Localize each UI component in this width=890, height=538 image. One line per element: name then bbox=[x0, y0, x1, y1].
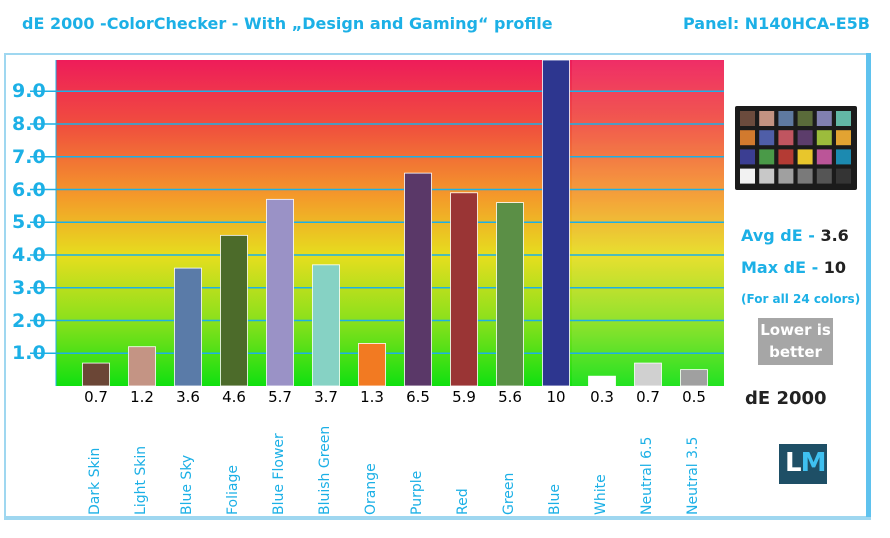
checker-patch bbox=[778, 111, 794, 126]
value-label: 5.7 bbox=[268, 388, 292, 406]
bar-dark-skin bbox=[82, 362, 110, 387]
bar-orange bbox=[358, 343, 386, 387]
checker-patch bbox=[759, 149, 775, 165]
checker-patch bbox=[836, 149, 851, 165]
checker-patch bbox=[797, 168, 813, 184]
logo-text: LM bbox=[785, 448, 827, 478]
y-tick-label: 6.0 bbox=[12, 178, 46, 201]
bar-white bbox=[588, 375, 616, 387]
bar-light-skin bbox=[128, 346, 156, 387]
bars bbox=[82, 59, 708, 387]
checker-patch bbox=[816, 130, 832, 146]
checker-patch bbox=[759, 130, 775, 146]
y-tick-label: 3.0 bbox=[12, 276, 46, 299]
max-de-stat: Max dE - 10 bbox=[741, 258, 846, 277]
category-label: Purple bbox=[409, 470, 425, 515]
checker-patch bbox=[740, 149, 755, 165]
bar-purple bbox=[404, 172, 432, 387]
bar-red bbox=[450, 192, 478, 387]
category-label: Orange bbox=[363, 463, 379, 515]
frame-bottom-border bbox=[4, 517, 871, 520]
checker-patch bbox=[836, 168, 851, 184]
checker-patch bbox=[797, 111, 813, 126]
value-label: 3.7 bbox=[314, 388, 338, 406]
lower-line-1: Lower is bbox=[760, 321, 831, 339]
value-label: 1.3 bbox=[360, 388, 384, 406]
chart-title: dE 2000 -ColorChecker - With „Design and… bbox=[22, 14, 553, 33]
metric-label: dE 2000 bbox=[745, 388, 827, 409]
lower-line-2: better bbox=[769, 343, 822, 361]
category-label: Light Skin bbox=[133, 445, 149, 515]
bar-green bbox=[496, 202, 524, 387]
checker-patch bbox=[816, 149, 832, 165]
value-label: 4.6 bbox=[222, 388, 246, 406]
category-label: Bluish Green bbox=[317, 425, 333, 515]
avg-de-stat: Avg dE - 3.6 bbox=[741, 226, 849, 245]
y-tick-label: 8.0 bbox=[12, 113, 46, 135]
category-label: Neutral 6.5 bbox=[639, 436, 655, 515]
checker-patch bbox=[740, 111, 755, 126]
category-label: Blue Flower bbox=[271, 433, 287, 515]
avg-de-label: Avg dE - bbox=[741, 226, 821, 245]
bar-blue-flower bbox=[266, 198, 294, 387]
value-label: 3.6 bbox=[176, 388, 200, 406]
y-tick-label: 5.0 bbox=[12, 211, 46, 234]
y-tick-label: 1.0 bbox=[12, 342, 46, 365]
value-label: 6.5 bbox=[406, 388, 430, 406]
y-tick-label: 2.0 bbox=[12, 309, 46, 332]
colors-note: (For all 24 colors) bbox=[741, 292, 861, 306]
checker-patch bbox=[778, 149, 794, 165]
value-label: 0.3 bbox=[590, 388, 614, 406]
logo-letter-m: M bbox=[800, 448, 827, 478]
frame-right-border bbox=[866, 53, 871, 519]
value-label: 5.9 bbox=[452, 388, 476, 406]
checker-patch bbox=[740, 130, 755, 146]
checker-patch bbox=[778, 130, 794, 146]
category-label: White bbox=[593, 474, 609, 515]
laptopmedia-logo: LM bbox=[779, 444, 827, 484]
logo-letter-l: L bbox=[785, 448, 802, 478]
category-label: Blue Sky bbox=[179, 454, 195, 515]
checker-patch bbox=[759, 111, 775, 126]
category-label: Green bbox=[501, 472, 517, 515]
checker-patch bbox=[740, 168, 755, 184]
color-checker-image bbox=[735, 106, 857, 190]
checker-patch bbox=[816, 168, 832, 184]
bar-bluish-green bbox=[312, 264, 340, 387]
y-tick-label: 9.0 bbox=[12, 80, 46, 103]
category-label: Blue bbox=[547, 484, 563, 515]
bar-neutral-6-5 bbox=[634, 362, 662, 387]
category-label: Neutral 3.5 bbox=[685, 436, 701, 515]
checker-patch bbox=[759, 168, 775, 184]
y-tick-label: 4.0 bbox=[12, 244, 46, 266]
avg-de-value: 3.6 bbox=[820, 226, 849, 245]
bar-neutral-3-5 bbox=[680, 369, 708, 387]
checker-patch bbox=[816, 111, 832, 126]
bar-foliage bbox=[220, 234, 248, 387]
value-label: 0.5 bbox=[682, 388, 706, 406]
checker-patch bbox=[836, 130, 851, 146]
value-label: 0.7 bbox=[84, 388, 108, 406]
checker-patch bbox=[797, 149, 813, 165]
value-label: 10 bbox=[546, 388, 566, 406]
value-label: 5.6 bbox=[498, 388, 522, 406]
checker-patch bbox=[797, 130, 813, 146]
max-de-label: Max dE - bbox=[741, 258, 824, 277]
checker-patch bbox=[836, 111, 851, 126]
category-label: Dark Skin bbox=[87, 447, 103, 515]
category-label: Red bbox=[455, 488, 471, 515]
value-label: 0.7 bbox=[636, 388, 660, 406]
bar-blue bbox=[542, 59, 570, 387]
y-tick-label: 7.0 bbox=[12, 145, 46, 168]
checker-patch bbox=[778, 168, 794, 184]
lower-is-better-badge: Lower is better bbox=[758, 318, 833, 365]
category-label: Foliage bbox=[225, 465, 241, 515]
value-label: 1.2 bbox=[130, 388, 154, 406]
bar-blue-sky bbox=[174, 267, 202, 387]
max-de-value: 10 bbox=[823, 258, 847, 277]
panel-name: Panel: N140HCA-E5B bbox=[683, 14, 870, 33]
